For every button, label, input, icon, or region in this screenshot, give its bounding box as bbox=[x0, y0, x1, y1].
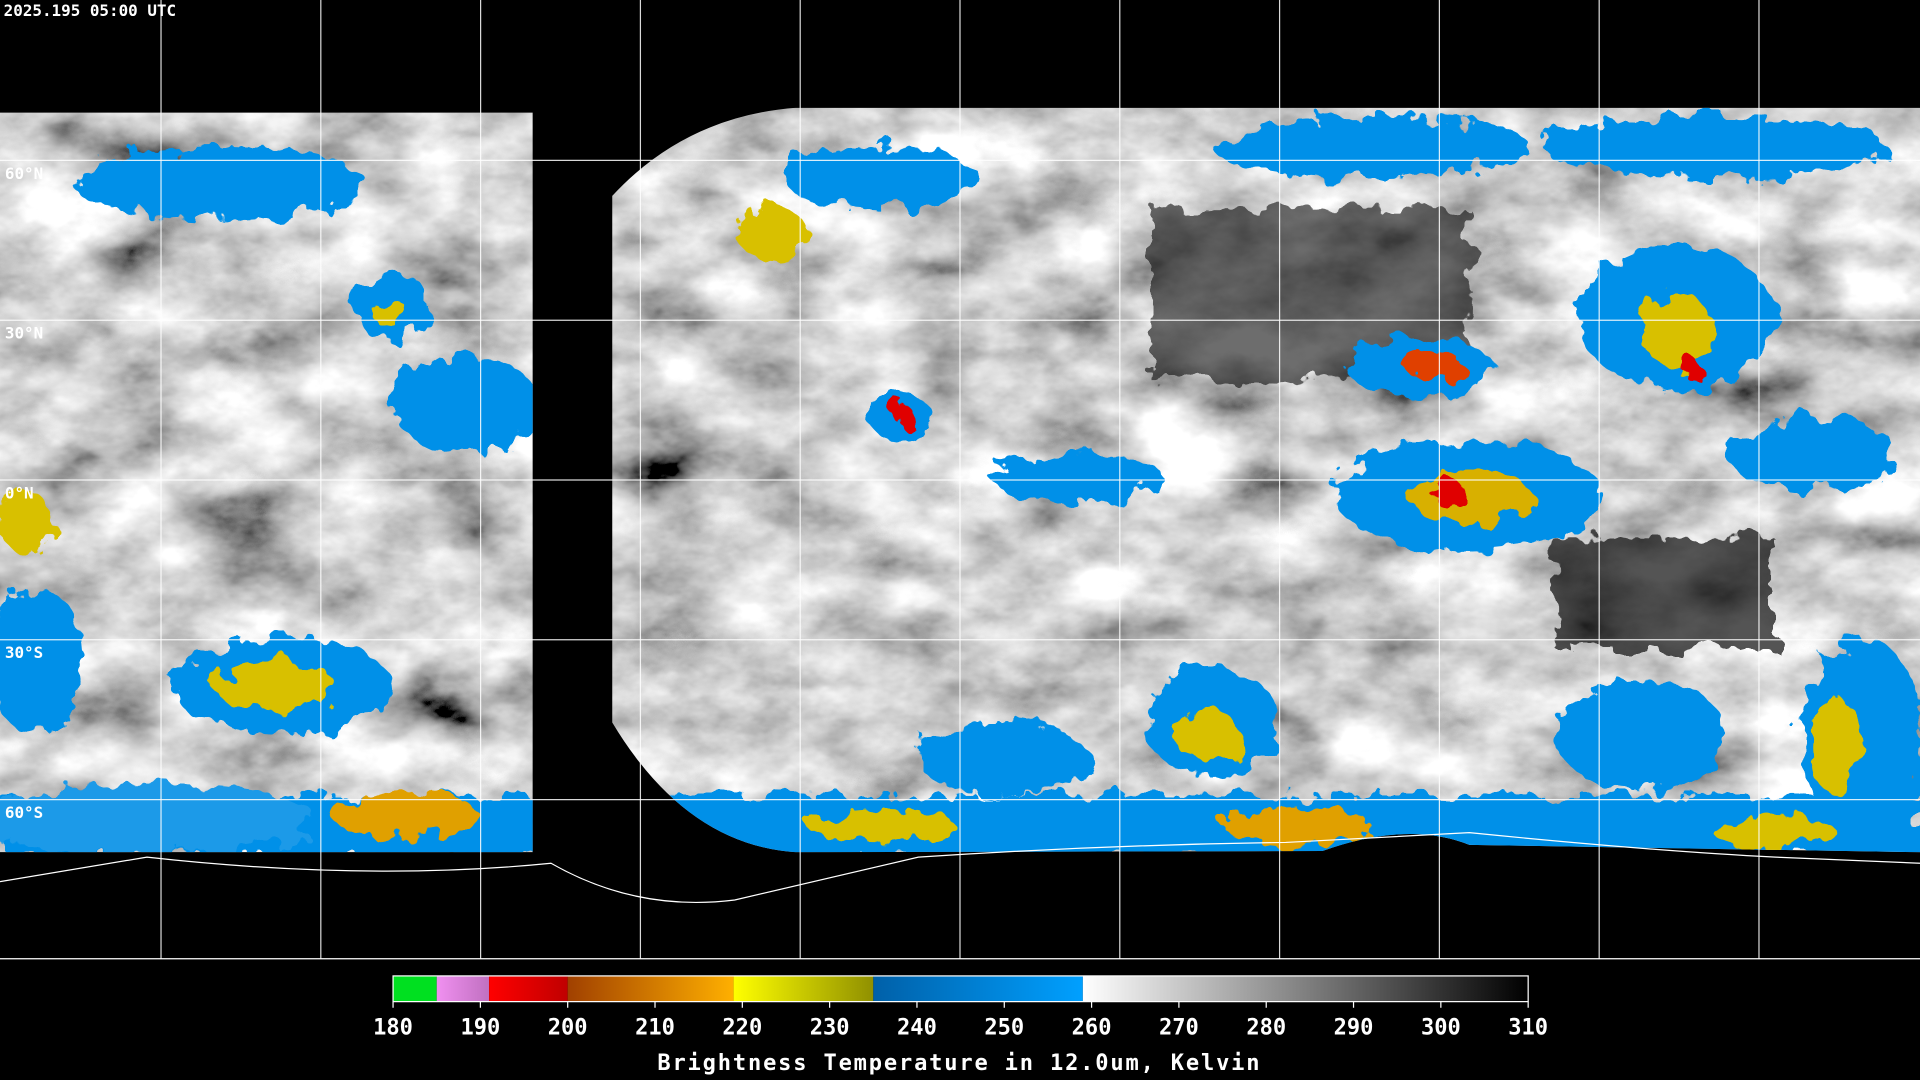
colorbar-tick-label: 200 bbox=[548, 1016, 588, 1041]
latitude-label: 60°S bbox=[5, 803, 43, 822]
colorbar-segment bbox=[393, 975, 437, 1002]
colorbar-tick-label: 190 bbox=[460, 1016, 500, 1041]
colorbar-tick-label: 310 bbox=[1508, 1016, 1548, 1041]
colorbar-tick-label: 270 bbox=[1159, 1016, 1199, 1041]
latitude-label: 30°N bbox=[5, 324, 43, 343]
colorbar-tick-label: 300 bbox=[1421, 1016, 1461, 1041]
colorbar-tick-label: 230 bbox=[810, 1016, 850, 1041]
warm-land bbox=[1555, 538, 1776, 649]
latitude-label: 0°N bbox=[5, 483, 34, 502]
latitude-label: 60°N bbox=[5, 164, 43, 183]
colorbar-tick-label: 240 bbox=[897, 1016, 937, 1041]
colorbar-tick-label: 280 bbox=[1246, 1016, 1286, 1041]
colorbar-segment bbox=[1082, 975, 1529, 1002]
colorbar-title: Brightness Temperature in 12.0um, Kelvin bbox=[657, 1051, 1261, 1076]
timestamp: 2025.195 05:00 UTC bbox=[4, 1, 176, 20]
colorbar-segment bbox=[873, 975, 1083, 1002]
colorbar-tick-label: 260 bbox=[1072, 1016, 1112, 1041]
colorbar-frame bbox=[392, 975, 1529, 1003]
colorbar-segment bbox=[489, 975, 568, 1002]
colorbar-tick-label: 290 bbox=[1334, 1016, 1374, 1041]
colorbar-tick-label: 220 bbox=[722, 1016, 762, 1041]
coastline bbox=[0, 832, 1920, 904]
colorbar-tick-label: 210 bbox=[635, 1016, 675, 1041]
colorbar-segment bbox=[567, 975, 734, 1002]
colorbar-tick-label: 180 bbox=[373, 1016, 413, 1041]
latitude-label: 30°S bbox=[5, 643, 43, 662]
colorbar-tick-label: 250 bbox=[984, 1016, 1024, 1041]
colorbar-segment bbox=[436, 975, 490, 1002]
colorbar-segment bbox=[733, 975, 874, 1002]
